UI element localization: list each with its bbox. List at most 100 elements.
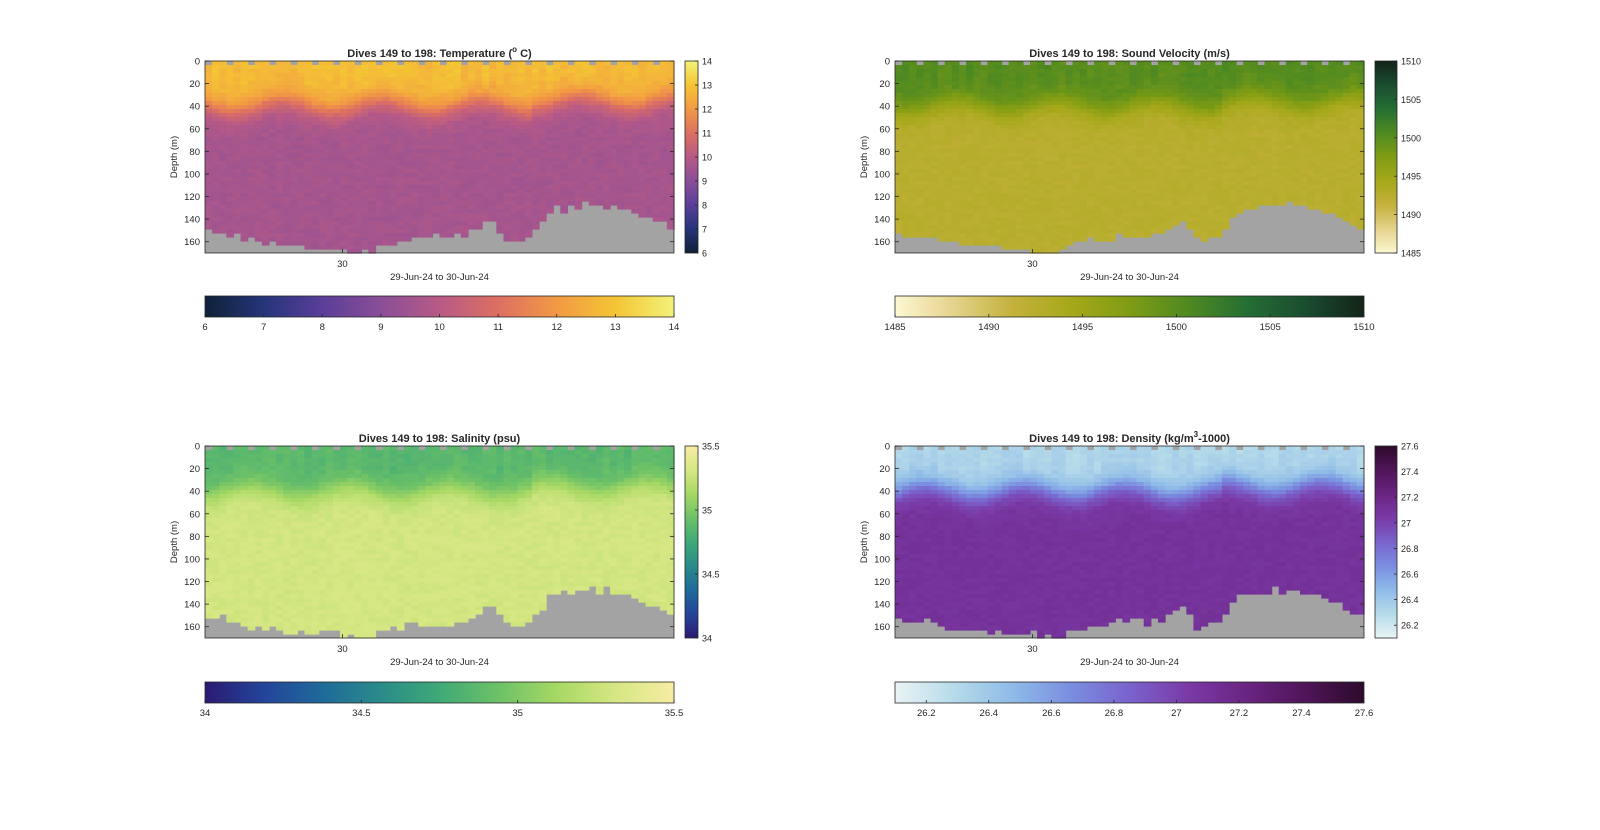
sound_velocity-cell: [944, 197, 953, 202]
temperature-cell: [297, 141, 306, 146]
sound_velocity-cell: [1143, 229, 1152, 234]
sound_velocity-cell: [923, 105, 932, 110]
temperature-cell: [510, 61, 519, 66]
temperature-cell: [453, 117, 462, 122]
sound_velocity-cell: [902, 185, 910, 190]
temperature-cell: [247, 81, 256, 86]
temperature-cell: [361, 173, 370, 178]
sound_velocity-cell: [1129, 173, 1138, 178]
sound_velocity-cell: [1079, 189, 1088, 194]
temperature-cell: [283, 177, 291, 182]
sound_velocity-cell: [909, 133, 917, 138]
sound_velocity-cell: [994, 153, 1003, 158]
temperature-cell: [425, 65, 433, 70]
sound_velocity-cell: [1179, 89, 1187, 94]
temperature-cell: [261, 233, 270, 238]
sound_velocity-cell: [1037, 89, 1045, 94]
temperature-cell: [432, 137, 441, 142]
sound_velocity-cell: [923, 161, 932, 166]
sound_velocity-cell: [1129, 109, 1138, 114]
temperature-cell: [602, 117, 611, 122]
temperature-cell: [318, 233, 327, 238]
sound_velocity-cell: [916, 145, 925, 150]
sound_velocity-cell: [937, 201, 946, 206]
sound_velocity-cell: [1207, 169, 1216, 174]
temperature-cell: [546, 197, 554, 202]
sound_velocity-cell: [1086, 201, 1095, 206]
temperature-cell: [617, 137, 625, 142]
sound_velocity-cell: [980, 197, 988, 202]
sound_velocity-cell: [930, 133, 939, 138]
temperature-cell: [581, 117, 590, 122]
temperature-cell: [254, 109, 263, 114]
sound_velocity-cell: [987, 69, 996, 74]
temperature-cell: [617, 77, 625, 82]
sound_velocity-cell: [1207, 129, 1216, 134]
temperature-cell: [595, 93, 604, 98]
sound_velocity-cell: [1200, 225, 1209, 230]
sound_velocity-cell: [930, 213, 939, 218]
sound_velocity-cell: [1008, 241, 1017, 246]
sound_velocity-cell: [1058, 217, 1067, 222]
sound_velocity-cell: [966, 189, 974, 194]
sound_velocity-cell: [1086, 213, 1095, 218]
temperature-cell: [581, 173, 590, 178]
temperature-cell: [318, 61, 327, 66]
temperature-cell: [610, 185, 618, 190]
temperature-cell: [347, 221, 355, 226]
sound_velocity-cell: [994, 77, 1003, 82]
sound_velocity-cell: [1150, 225, 1159, 230]
temperature-cell: [482, 97, 490, 102]
temperature-cell: [595, 153, 604, 158]
temperature-cell: [489, 205, 497, 210]
temperature-y-tick-label: 140: [184, 215, 200, 226]
sound_velocity-cell: [1172, 193, 1180, 198]
sound_velocity-cell: [1051, 153, 1060, 158]
temperature-cell: [659, 185, 668, 190]
sound_velocity-cell: [1079, 205, 1088, 210]
temperature-cell: [503, 221, 512, 226]
temperature-cell: [538, 153, 547, 158]
temperature-cell: [524, 145, 533, 150]
temperature-cell: [666, 141, 675, 146]
temperature-cell: [276, 133, 284, 138]
temperature-colorbar-tick-label: 13: [702, 81, 712, 91]
temperature-cell: [624, 181, 632, 186]
sound_velocity-cell: [923, 153, 932, 158]
temperature-cell: [226, 137, 235, 142]
temperature-cell: [531, 189, 540, 194]
temperature-cell: [652, 149, 661, 154]
temperature-cell: [425, 205, 433, 210]
temperature-cell: [354, 113, 362, 118]
temperature-cell: [354, 233, 362, 238]
temperature-cell: [247, 141, 256, 146]
sound_velocity-cell: [1200, 117, 1209, 122]
sound_velocity-cell: [930, 141, 939, 146]
sound_velocity-cell: [1079, 61, 1088, 66]
temperature-cell: [652, 141, 661, 146]
temperature-cell: [389, 65, 398, 70]
sound_velocity-cell: [1108, 149, 1116, 154]
temperature-cell: [254, 233, 263, 238]
temperature-cell: [304, 153, 313, 158]
temperature-cell: [347, 85, 355, 90]
temperature-cell: [205, 101, 213, 106]
temperature-cell: [496, 217, 505, 222]
temperature-cell: [652, 77, 661, 82]
temperature-cell: [368, 133, 377, 138]
temperature-cell: [418, 129, 426, 134]
sound_velocity-cell: [1058, 245, 1067, 250]
temperature-cell: [460, 137, 469, 142]
sound_velocity-cell: [902, 81, 910, 86]
temperature-cell: [602, 165, 611, 170]
sound_velocity-cell: [1221, 221, 1230, 226]
sound_velocity-cell: [994, 125, 1003, 130]
temperature-cell: [325, 165, 334, 170]
sound_velocity-cell: [895, 213, 903, 218]
temperature-cell: [332, 193, 341, 198]
sound_velocity-cell: [1015, 61, 1024, 66]
sound_velocity-cell: [1157, 153, 1166, 158]
temperature-cell: [411, 101, 419, 106]
sound_velocity-cell: [1200, 153, 1209, 158]
temperature-cell: [283, 109, 291, 114]
